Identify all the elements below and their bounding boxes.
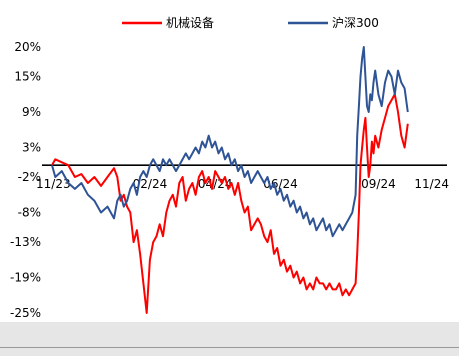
x-tick-label: 11/23 (36, 177, 71, 191)
x-tick-label: 09/24 (361, 177, 396, 191)
x-tick-label: 11/24 (414, 177, 449, 191)
y-tick-label: 15% (14, 70, 41, 84)
y-tick-label: 20% (14, 40, 41, 54)
y-axis: 20% 15% 9% 3% -2% -8% -13% -19% -25% (10, 40, 41, 320)
y-tick-label: 9% (22, 105, 41, 119)
bottom-divider (0, 347, 459, 348)
legend-label: 机械设备 (166, 15, 214, 30)
y-tick-label: -2% (18, 170, 41, 184)
x-axis: 11/23 02/24 04/24 06/24 09/24 11/24 (36, 177, 449, 191)
legend-label: 沪深300 (332, 16, 379, 30)
legend: 机械设备 沪深300 (122, 15, 379, 30)
y-tick-label: -13% (10, 235, 41, 249)
x-tick-label: 02/24 (133, 177, 168, 191)
y-tick-label: 3% (22, 140, 41, 154)
y-tick-label: -19% (10, 271, 41, 285)
series-group (51, 46, 409, 314)
y-tick-label: -25% (10, 306, 41, 320)
y-tick-label: -8% (18, 206, 41, 220)
bottom-band (0, 322, 459, 356)
series-line-2 (51, 46, 409, 238)
series-line-1 (51, 93, 409, 314)
